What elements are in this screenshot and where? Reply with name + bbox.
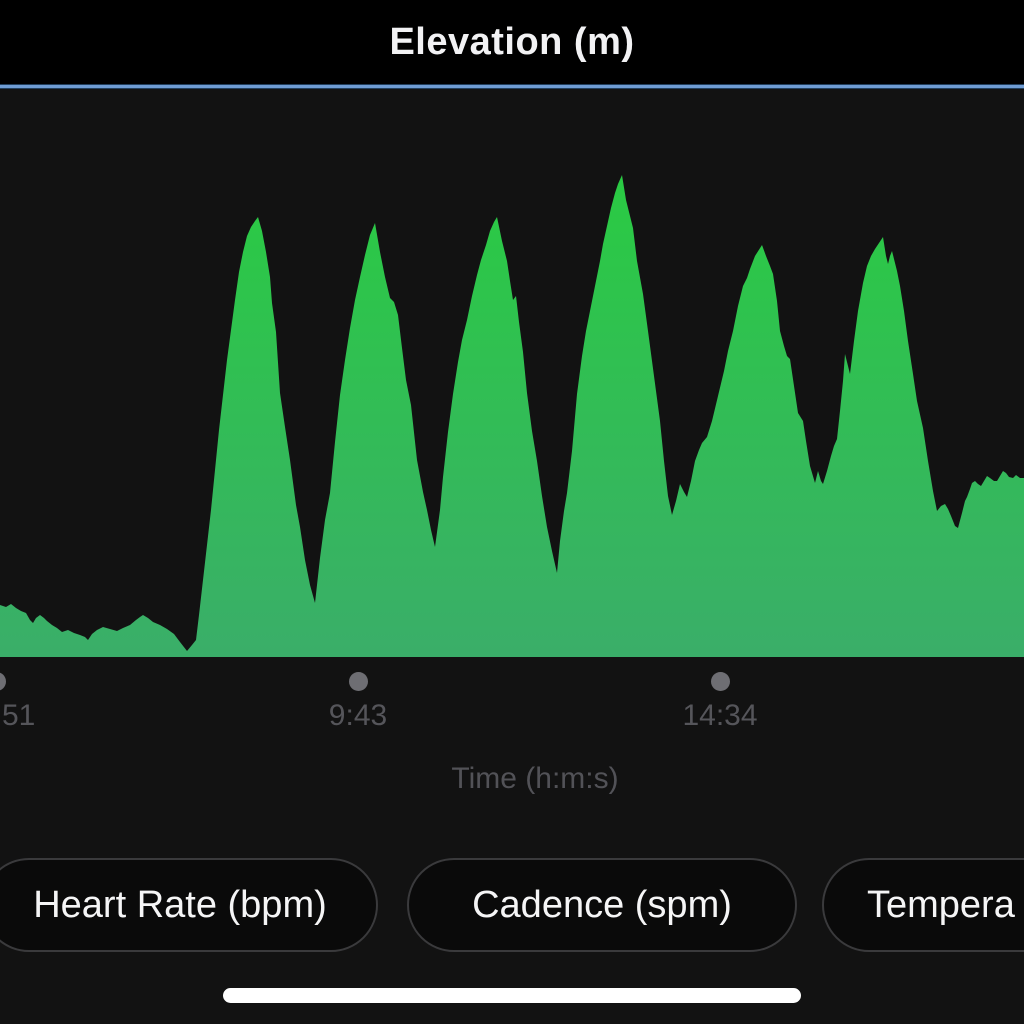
x-axis-dot [0, 672, 6, 691]
tab-cadence[interactable]: Cadence (spm) [407, 858, 797, 952]
x-axis: 51 9:43 14:34 [0, 657, 1024, 757]
x-axis-tick-label: 9:43 [298, 698, 418, 734]
page-title: Elevation (m) [389, 21, 634, 64]
tab-cadence-label: Cadence (spm) [472, 884, 732, 927]
x-axis-dot [349, 672, 368, 691]
home-indicator[interactable] [223, 988, 801, 1003]
tab-heart-rate-label: Heart Rate (bpm) [33, 884, 327, 927]
elevation-area-path [0, 175, 1024, 657]
x-axis-title: Time (h:m:s) [0, 762, 1024, 796]
metric-tabs: Heart Rate (bpm) Cadence (spm) Tempera [0, 858, 1024, 952]
chart-header: Elevation (m) [0, 0, 1024, 84]
tab-heart-rate[interactable]: Heart Rate (bpm) [0, 858, 378, 952]
elevation-chart[interactable] [0, 89, 1024, 657]
x-axis-tick-label: 14:34 [660, 698, 780, 734]
tab-temperature-label: Tempera [867, 884, 1015, 927]
tab-temperature[interactable]: Tempera [822, 858, 1024, 952]
x-axis-tick-label: 51 [2, 698, 35, 734]
x-axis-dot [711, 672, 730, 691]
elevation-area-svg [0, 89, 1024, 657]
